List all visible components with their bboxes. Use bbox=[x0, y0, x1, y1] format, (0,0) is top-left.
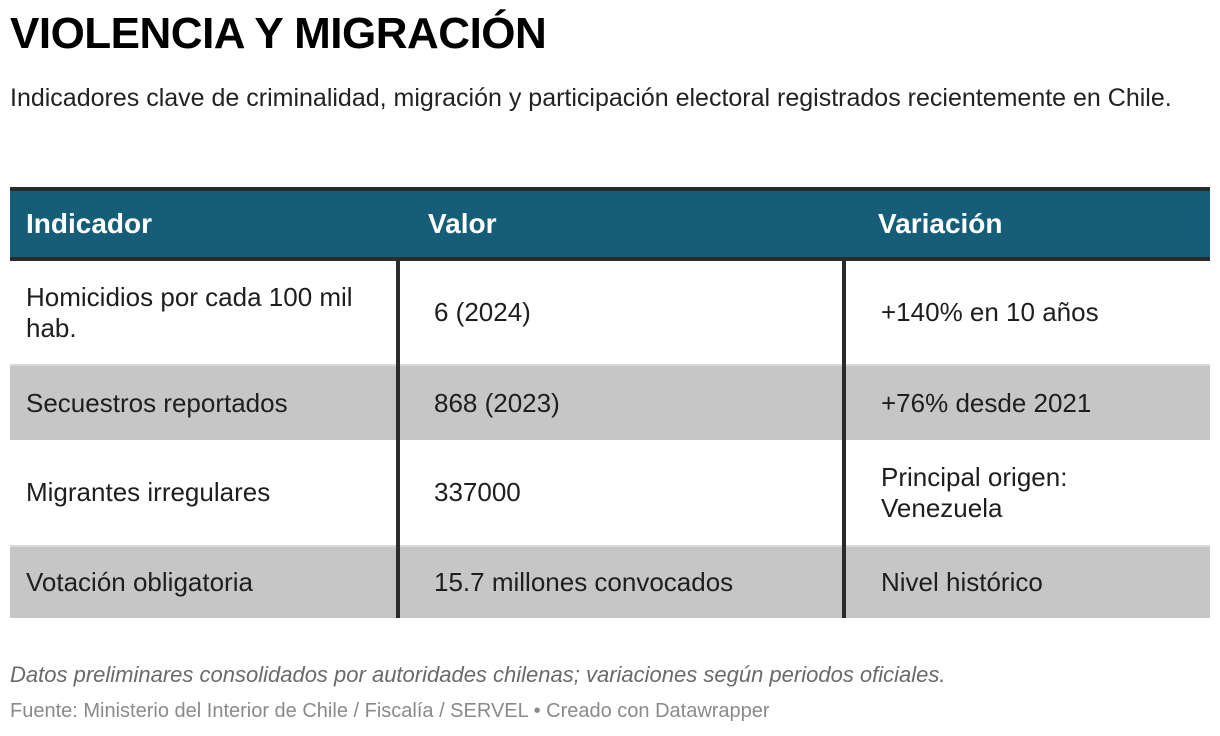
table-row: Homicidios por cada 100 mil hab. 6 (2024… bbox=[10, 259, 1210, 365]
cell-indicador: Migrantes irregulares bbox=[10, 440, 398, 546]
cell-indicador: Votación obligatoria bbox=[10, 545, 398, 618]
column-header-indicador: Indicador bbox=[10, 187, 398, 261]
cell-indicador: Homicidios por cada 100 mil hab. bbox=[10, 259, 398, 365]
table-row: Votación obligatoria 15.7 millones convo… bbox=[10, 545, 1210, 618]
table-row: Secuestros reportados 868 (2023) +76% de… bbox=[10, 364, 1210, 440]
cell-variacion: +140% en 10 años bbox=[842, 259, 1210, 365]
cell-variacion: Nivel histórico bbox=[842, 545, 1210, 618]
table-header-row: Indicador Valor Variación bbox=[10, 187, 1210, 261]
table-row: Migrantes irregulares 337000 Principal o… bbox=[10, 440, 1210, 546]
cell-valor: 15.7 millones convocados bbox=[396, 545, 844, 618]
source-credit: Fuente: Ministerio del Interior de Chile… bbox=[10, 700, 770, 722]
cell-valor: 868 (2023) bbox=[396, 364, 844, 440]
cell-indicador: Secuestros reportados bbox=[10, 364, 398, 440]
chart-subtitle: Indicadores clave de criminalidad, migra… bbox=[10, 84, 1172, 112]
cell-valor: 6 (2024) bbox=[396, 259, 844, 365]
cell-variacion: +76% desde 2021 bbox=[842, 364, 1210, 440]
cell-valor: 337000 bbox=[396, 440, 844, 546]
column-header-valor: Valor bbox=[398, 187, 844, 261]
chart-title: VIOLENCIA Y MIGRACIÓN bbox=[10, 9, 547, 58]
data-table: Indicador Valor Variación Homicidios por… bbox=[10, 187, 1210, 618]
column-header-variacion: Variación bbox=[844, 187, 1210, 261]
cell-variacion: Principal origen: Venezuela bbox=[842, 440, 1210, 546]
footnote: Datos preliminares consolidados por auto… bbox=[10, 662, 946, 687]
